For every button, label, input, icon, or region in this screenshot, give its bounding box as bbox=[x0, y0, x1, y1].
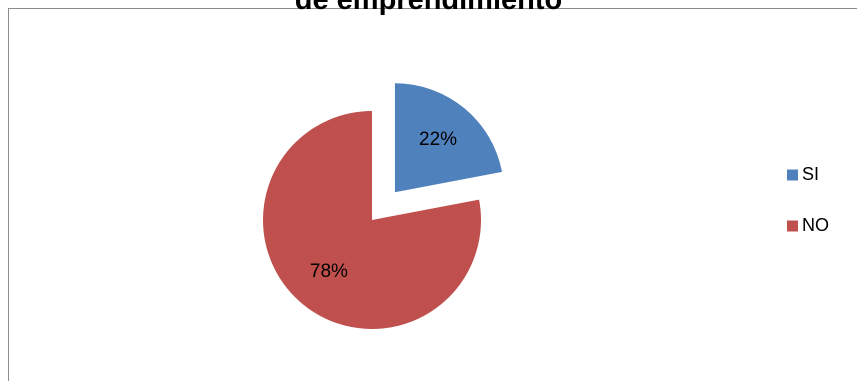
legend-swatch-si bbox=[787, 169, 798, 181]
legend-swatch-no bbox=[787, 220, 798, 232]
legend: SI NO bbox=[787, 164, 829, 235]
pie-slice-si bbox=[394, 83, 503, 193]
legend-label-si: SI bbox=[802, 164, 819, 184]
data-label-no: 78% bbox=[310, 261, 348, 282]
chart-title: de emprendimiento bbox=[294, 0, 563, 16]
pie-data-labels: 22% 78% bbox=[310, 129, 457, 282]
pie-slice-no bbox=[262, 111, 481, 330]
data-label-si: 22% bbox=[419, 129, 457, 150]
pie-slices bbox=[262, 83, 503, 330]
chart-area bbox=[8, 8, 857, 381]
legend-label-no: NO bbox=[802, 215, 829, 235]
